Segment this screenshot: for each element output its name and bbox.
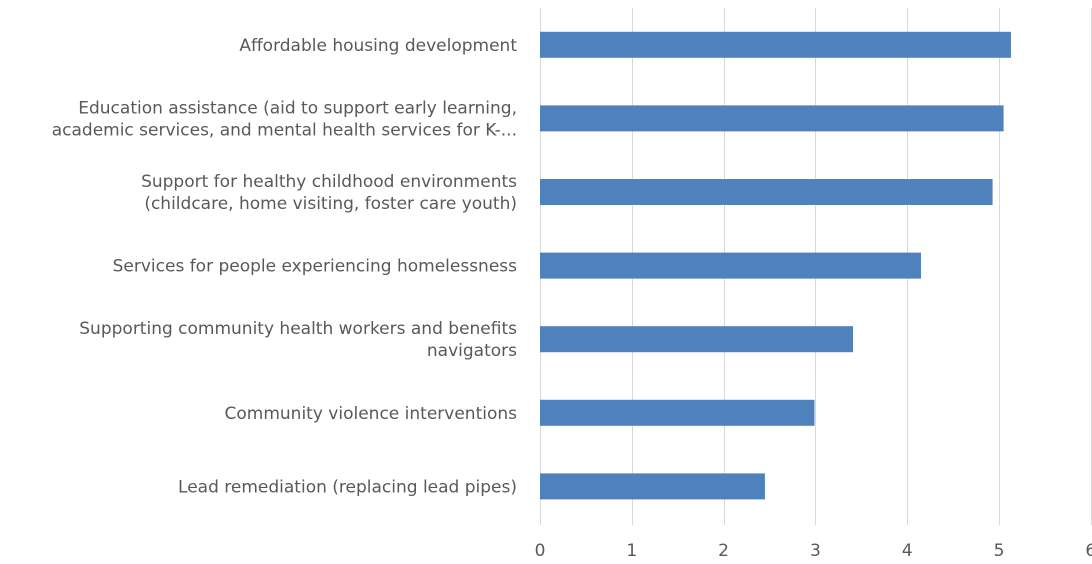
category-label-line: Supporting community health workers and … bbox=[79, 319, 517, 339]
x-tick-label: 1 bbox=[626, 541, 637, 560]
category-label-line: Support for healthy childhood environmen… bbox=[141, 172, 517, 192]
bar bbox=[540, 473, 765, 500]
category-label-line: Services for people experiencing homeles… bbox=[113, 257, 518, 277]
bar bbox=[540, 31, 1011, 58]
bar bbox=[540, 179, 993, 205]
category-label-line: Affordable housing development bbox=[239, 36, 517, 56]
x-axis-ticks: 0 1 2 3 4 5 6 bbox=[535, 541, 1092, 561]
category-label: Support for healthy childhood environmen… bbox=[141, 172, 517, 214]
category-label: Lead remediation (replacing lead pipes) bbox=[178, 477, 517, 497]
category-label: Community violence interventions bbox=[225, 404, 518, 424]
category-label-line: Community violence interventions bbox=[225, 404, 518, 424]
category-label: Services for people experiencing homeles… bbox=[113, 257, 518, 277]
category-label-line: Lead remediation (replacing lead pipes) bbox=[178, 477, 517, 497]
x-tick-label: 4 bbox=[902, 541, 913, 560]
category-label: Affordable housing development bbox=[239, 36, 517, 56]
x-tick-label: 5 bbox=[994, 541, 1005, 560]
x-tick-label: 2 bbox=[718, 541, 729, 560]
bar bbox=[540, 399, 815, 426]
category-label: Education assistance (aid to support ear… bbox=[52, 98, 517, 140]
category-labels: Affordable housing development Education … bbox=[52, 36, 518, 498]
bar bbox=[540, 326, 854, 353]
bars bbox=[540, 31, 1011, 500]
category-label-line: navigators bbox=[427, 341, 517, 361]
category-label: Supporting community health workers and … bbox=[79, 319, 517, 361]
x-tick-label: 0 bbox=[535, 541, 546, 560]
bar bbox=[540, 105, 1004, 132]
category-label-line: academic services, and mental health ser… bbox=[52, 120, 517, 140]
bar bbox=[540, 252, 921, 279]
x-tick-label: 3 bbox=[810, 541, 821, 560]
x-tick-label: 6 bbox=[1085, 541, 1092, 560]
category-label-line: (childcare, home visiting, foster care y… bbox=[144, 194, 517, 214]
category-label-line: Education assistance (aid to support ear… bbox=[78, 98, 517, 118]
